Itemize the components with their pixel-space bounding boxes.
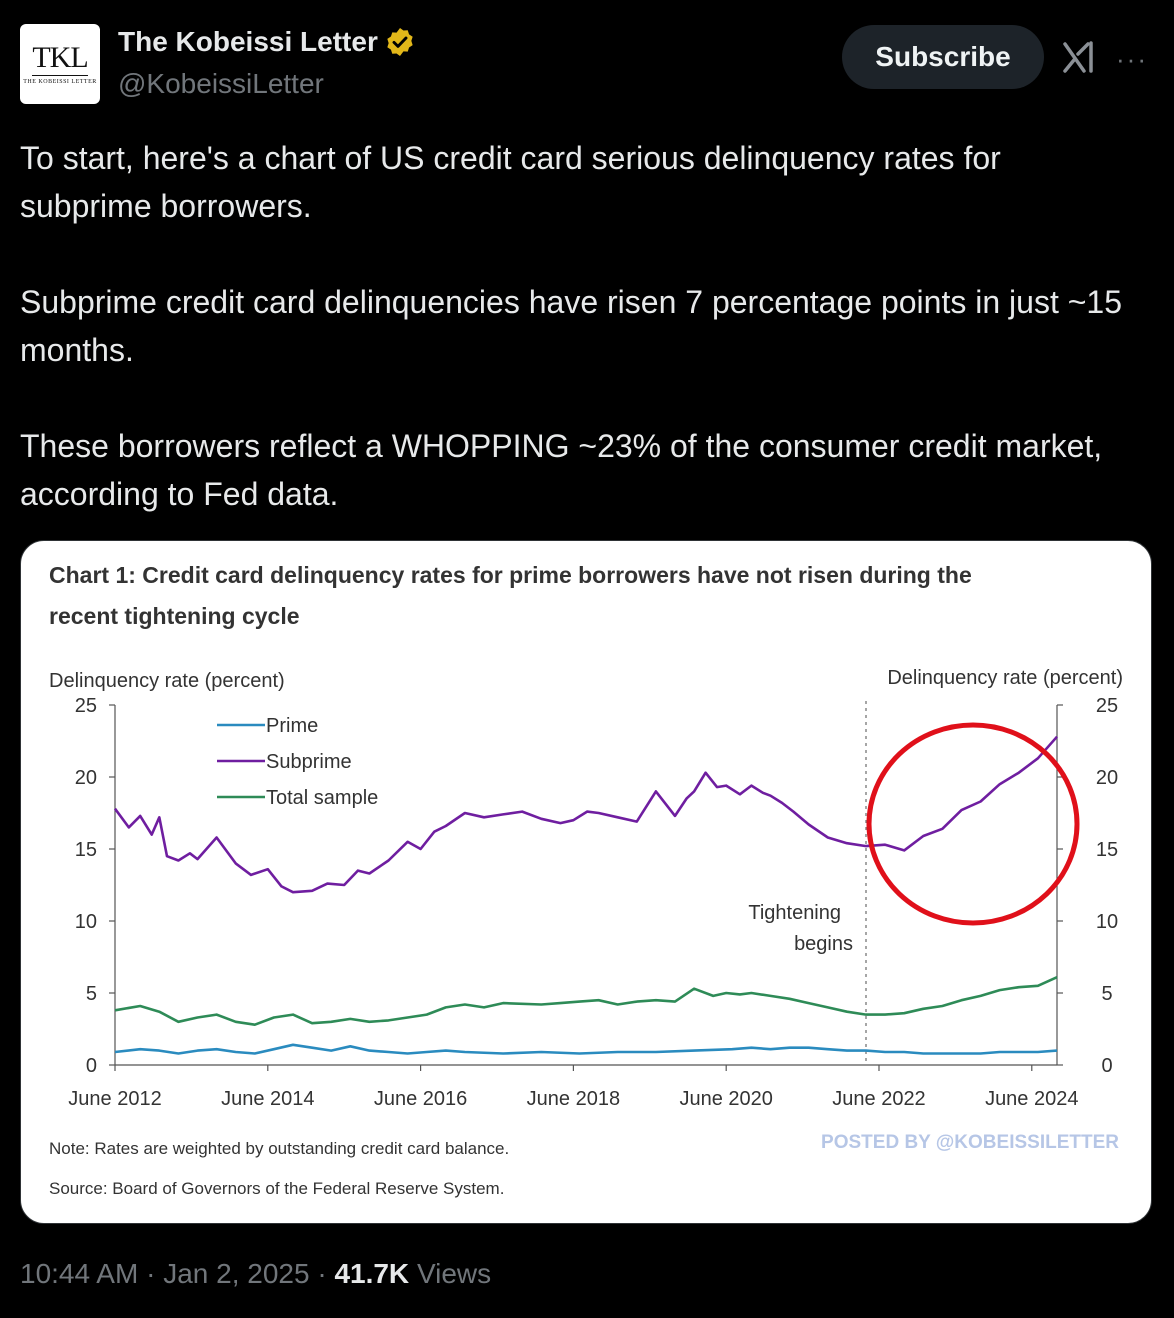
- chart-svg: Chart 1: Credit card delinquency rates f…: [49, 562, 1123, 1198]
- tweet-paragraph: To start, here's a chart of US credit ca…: [20, 140, 1001, 224]
- chart-legend: Prime Subprime Total sample: [217, 715, 378, 809]
- chart-note: Note: Rates are weighted by outstanding …: [49, 1139, 509, 1158]
- legend-label: Total sample: [266, 787, 378, 809]
- x-tick-label: June 2016: [374, 1088, 467, 1110]
- annotation-tightening: Tightening: [748, 902, 841, 924]
- author-name-row: The Kobeissi Letter: [118, 26, 416, 58]
- verified-badge-icon[interactable]: [384, 26, 416, 58]
- author-display-name[interactable]: The Kobeissi Letter: [118, 26, 378, 57]
- series-line-total-sample: [114, 976, 1058, 1027]
- x-tick-label: June 2022: [832, 1088, 925, 1110]
- avatar-monogram: TKL: [32, 41, 89, 76]
- tweet-paragraph: These borrowers reflect a WHOPPING ~23% …: [20, 428, 1103, 512]
- y-tick-label-left: 25: [75, 695, 97, 717]
- y-tick-label-right: 0: [1101, 1055, 1112, 1077]
- chart-axes: 0 0 5 5 10 10 15 15 20 20 25 25 June 2012 June 2014 Ju…: [68, 695, 1118, 1110]
- tweet-metadata: 10:44 AM · Jan 2, 2025 · 41.7K Views: [20, 1258, 491, 1290]
- x-tick-label: June 2018: [527, 1088, 620, 1110]
- chart-image[interactable]: Chart 1: Credit card delinquency rates f…: [20, 540, 1152, 1224]
- y-tick-label-left: 15: [75, 839, 97, 861]
- legend-label: Prime: [266, 715, 318, 737]
- more-icon[interactable]: ···: [1116, 44, 1148, 74]
- y-tick-label-right: 25: [1096, 695, 1118, 717]
- y-tick-label-right: 15: [1096, 839, 1118, 861]
- series-line-prime: [114, 1043, 1058, 1055]
- x-tick-label: June 2014: [221, 1088, 314, 1110]
- subscribe-button[interactable]: Subscribe: [842, 25, 1044, 89]
- separator: ·: [317, 1258, 327, 1289]
- tweet-date[interactable]: Jan 2, 2025: [163, 1258, 310, 1289]
- y-tick-label-right: 5: [1101, 983, 1112, 1005]
- watermark: POSTED BY @KOBEISSILETTER: [821, 1132, 1119, 1153]
- y-tick-label-left: 20: [75, 767, 97, 789]
- right-axis-label: Delinquency rate (percent): [887, 667, 1123, 689]
- separator: ·: [146, 1258, 156, 1289]
- grok-icon[interactable]: [1060, 38, 1098, 76]
- tweet-text: To start, here's a chart of US credit ca…: [20, 134, 1140, 518]
- x-tick-label: June 2020: [679, 1088, 772, 1110]
- left-axis-label: Delinquency rate (percent): [49, 670, 285, 692]
- annotation-begins: begins: [794, 933, 853, 955]
- views-label: Views: [416, 1258, 492, 1289]
- y-tick-label-left: 5: [86, 983, 97, 1005]
- chart-title: recent tightening cycle: [49, 603, 300, 629]
- chart-title: Chart 1: Credit card delinquency rates f…: [49, 562, 972, 588]
- y-tick-label-left: 10: [75, 911, 97, 933]
- chart-series: [113, 735, 1058, 1055]
- tweet-paragraph: Subprime credit card delinquencies have …: [20, 284, 1122, 368]
- avatar-subtext: THE KOBEISSI LETTER: [23, 79, 97, 85]
- tweet-time[interactable]: 10:44 AM: [20, 1258, 139, 1289]
- series-line-subprime: [113, 735, 1058, 894]
- y-tick-label-right: 10: [1096, 911, 1118, 933]
- x-tick-label: June 2024: [985, 1088, 1078, 1110]
- legend-label: Subprime: [266, 751, 352, 773]
- y-tick-label-right: 20: [1096, 767, 1118, 789]
- author-avatar[interactable]: TKL THE KOBEISSI LETTER: [20, 24, 100, 104]
- author-handle[interactable]: @KobeissiLetter: [118, 68, 324, 99]
- views-count[interactable]: 41.7K: [334, 1258, 410, 1289]
- highlight-circle: [866, 722, 1080, 926]
- y-tick-label-left: 0: [86, 1055, 97, 1077]
- chart-source: Source: Board of Governors of the Federa…: [49, 1179, 504, 1198]
- x-tick-label: June 2012: [68, 1088, 161, 1110]
